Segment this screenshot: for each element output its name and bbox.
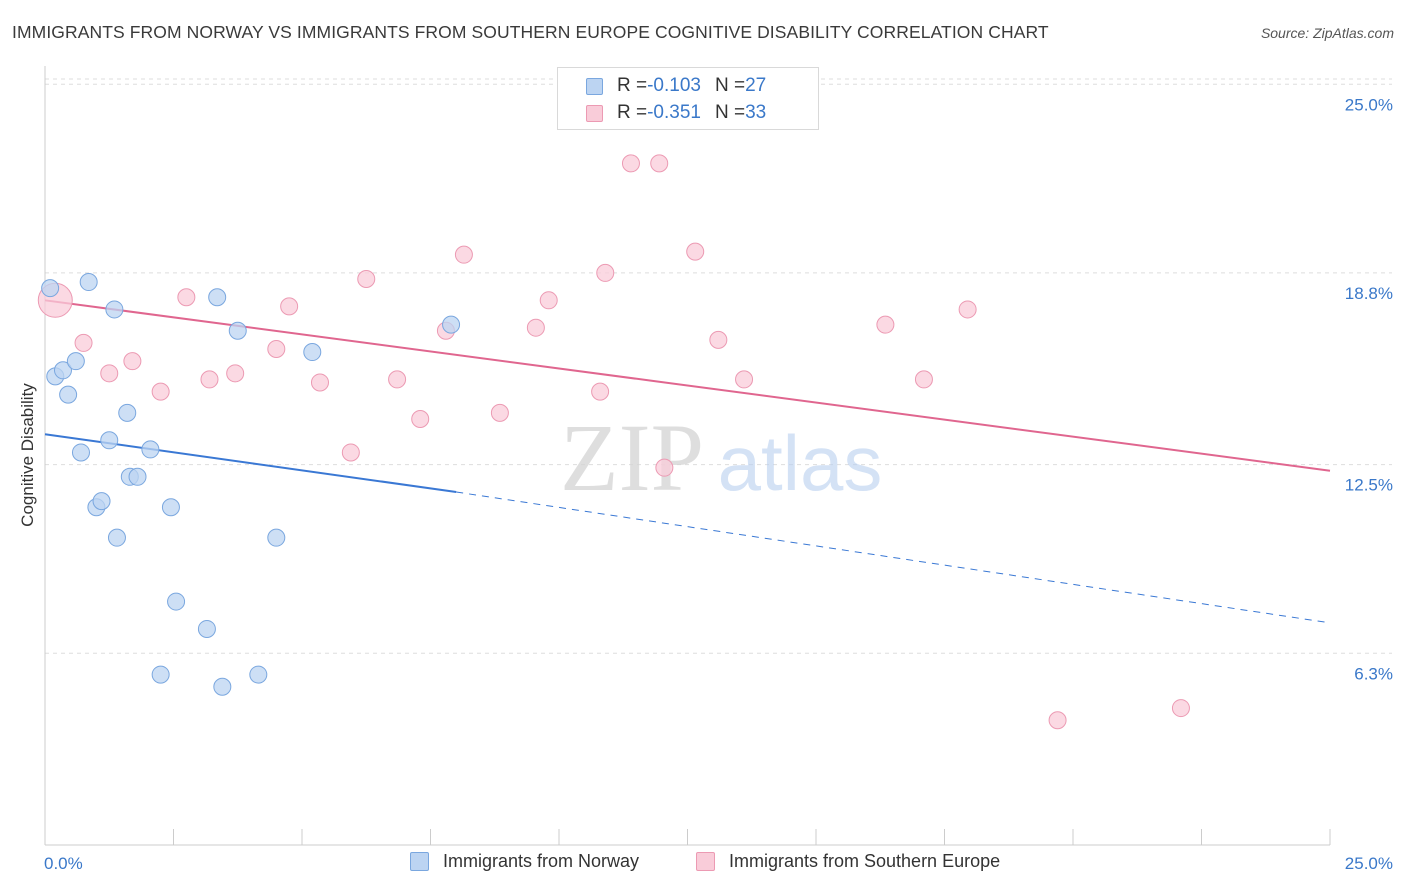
southern-point (100, 364, 119, 383)
southern-point (686, 242, 705, 261)
bottom-legend-label-southern: Immigrants from Southern Europe (729, 851, 1001, 871)
norway-trend-extension (456, 491, 1331, 624)
southern-point (490, 403, 509, 422)
southern-point (310, 373, 329, 392)
norway-point (197, 619, 216, 638)
southern-point (388, 370, 407, 389)
norway-point (66, 352, 85, 371)
norway-point (59, 385, 78, 404)
southern-point (226, 364, 245, 383)
southern-trend-line (44, 299, 1331, 472)
southern-point (914, 370, 933, 389)
legend-southern-r-label: R = (617, 102, 648, 123)
legend-row-norway: R = -0.103 N = 27 (586, 74, 766, 98)
legend-southern-r-value: -0.351 (647, 102, 701, 123)
watermark-atlas: atlas (718, 419, 883, 507)
source-label: Source: ZipAtlas.com (1260, 25, 1394, 41)
legend-swatch-norway (586, 77, 603, 95)
bottom-legend-norway: Immigrants from Norway (410, 851, 639, 872)
southern-point (341, 443, 360, 462)
legend-swatch-southern (586, 104, 603, 122)
norway-point (41, 279, 60, 298)
southern-point (151, 382, 170, 401)
norway-point (79, 273, 98, 292)
norway-point (267, 528, 286, 547)
norway-point (151, 665, 170, 684)
bottom-legend-southern: Immigrants from Southern Europe (696, 851, 1000, 872)
southern-point (454, 245, 473, 264)
southern-point (735, 370, 754, 389)
norway-point (442, 315, 461, 334)
southern-point (591, 382, 610, 401)
southern-point (655, 458, 674, 477)
y-tick-label: 12.5% (1345, 476, 1393, 495)
norway-point (107, 528, 126, 547)
southern-point (958, 300, 977, 319)
southern-point (123, 352, 142, 371)
bottom-legend-label-norway: Immigrants from Norway (443, 851, 640, 871)
y-tick-label: 6.3% (1354, 664, 1393, 683)
southern-point (596, 263, 615, 282)
norway-point (92, 492, 111, 511)
y-tick-label: 25.0% (1345, 95, 1393, 114)
norway-point (53, 361, 72, 380)
chart-title: IMMIGRANTS FROM NORWAY VS IMMIGRANTS FRO… (12, 22, 1049, 42)
bottom-legend-swatch-southern (696, 852, 715, 871)
y-axis-title: Cognitive Disability (18, 383, 37, 527)
norway-point (105, 300, 124, 319)
southern-point (650, 154, 669, 173)
data-points (37, 154, 1190, 730)
bottom-legend-swatch-norway (410, 852, 429, 871)
norway-point (161, 498, 180, 517)
norway-point (71, 443, 90, 462)
southern-point (74, 333, 93, 352)
norway-point (228, 321, 247, 340)
legend-row-southern: R = -0.351 N = 33 (586, 101, 766, 125)
southern-point (621, 154, 640, 173)
legend-norway-r-value: -0.103 (647, 75, 701, 96)
norway-point (141, 440, 160, 459)
grid-lines (45, 78, 1392, 654)
legend-norway-n-label: N = (714, 75, 746, 96)
southern-point (267, 339, 286, 358)
southern-point (709, 330, 728, 349)
norway-point (249, 665, 268, 684)
norway-point (208, 288, 227, 307)
y-tick-label: 18.8% (1345, 284, 1393, 303)
southern-point (411, 409, 430, 428)
norway-point (167, 592, 186, 611)
watermark: ZIP atlas (560, 404, 882, 511)
x-tick-label: 0.0% (44, 854, 83, 873)
legend-norway-r-label: R = (617, 75, 648, 96)
norway-point (100, 431, 119, 450)
southern-point (526, 318, 545, 337)
southern-point (280, 297, 299, 316)
southern-point (1171, 699, 1190, 718)
x-tick-label: 25.0% (1345, 854, 1393, 873)
watermark-zip: ZIP (560, 404, 704, 511)
norway-point (303, 343, 322, 362)
tick-labels: 6.3% 12.5% 18.8% 25.0% 0.0% 25.0% (44, 95, 1393, 873)
axes (44, 66, 1331, 846)
southern-point (177, 288, 196, 307)
southern-point (539, 291, 558, 310)
legend-southern-n-label: N = (714, 102, 746, 123)
southern-point (1048, 711, 1067, 730)
southern-point (876, 315, 895, 334)
stats-legend: R = -0.103 N = 27 R = -0.351 N = 33 (557, 67, 819, 130)
southern-point (357, 270, 376, 289)
norway-point (118, 403, 137, 422)
southern-point (200, 370, 219, 389)
legend-norway-n-value: 27 (745, 75, 767, 96)
norway-point (213, 677, 232, 696)
legend-southern-n-value: 33 (745, 102, 767, 123)
norway-point (128, 467, 147, 486)
